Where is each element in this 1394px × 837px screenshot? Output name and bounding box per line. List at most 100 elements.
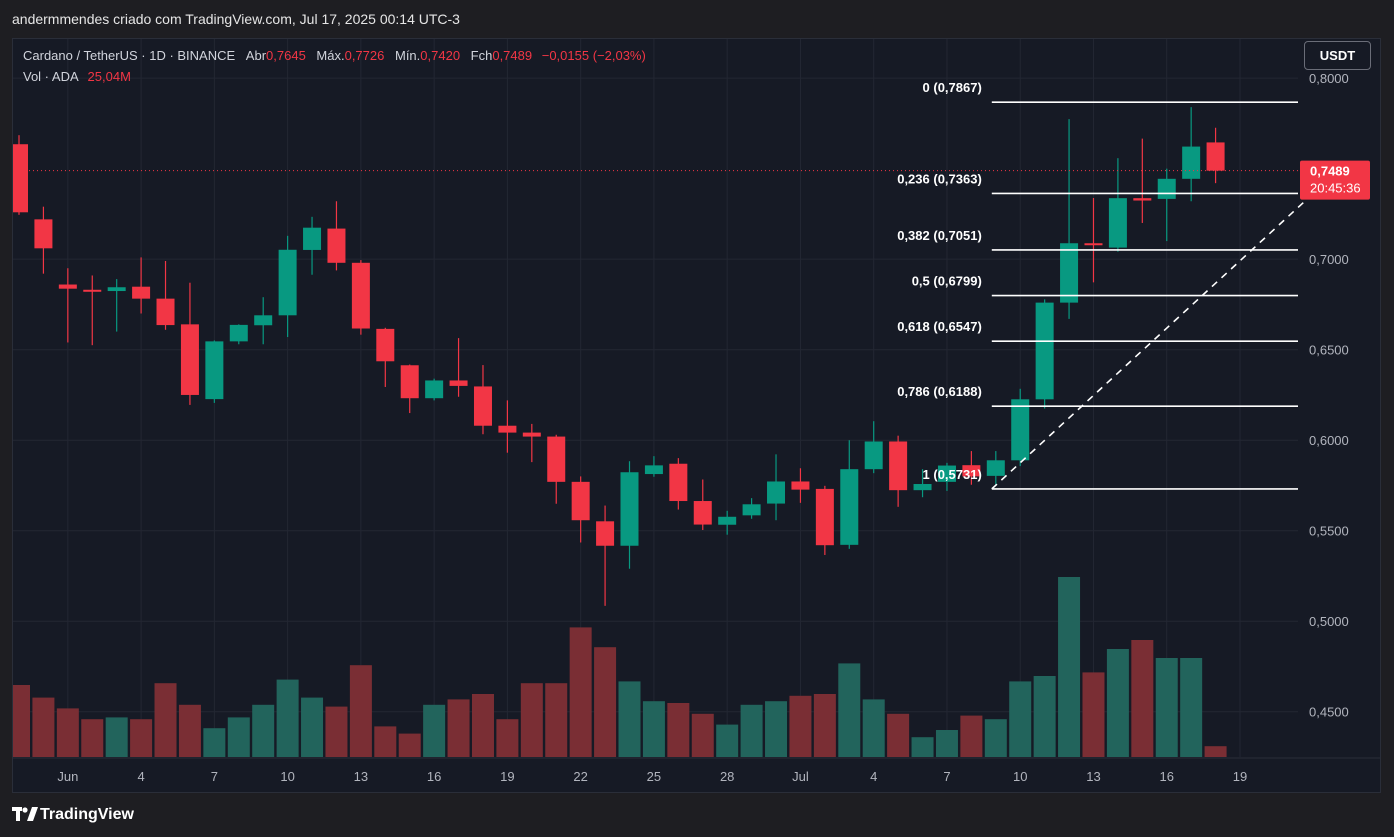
- candle-body: [34, 219, 53, 249]
- volume-bar: [1082, 672, 1105, 757]
- volume-label[interactable]: Vol · ADA: [23, 69, 78, 84]
- candle-body: [278, 249, 297, 316]
- last-price-value: 0,7489: [1310, 164, 1350, 179]
- candle-body: [986, 460, 1005, 476]
- time-axis-label: 16: [1160, 769, 1174, 784]
- candle-body: [449, 380, 468, 386]
- time-axis-label: 13: [1086, 769, 1100, 784]
- countdown-timer: 20:45:36: [1310, 181, 1361, 196]
- chart-caption: andermmendes criado com TradingView.com,…: [12, 11, 460, 27]
- time-axis-label: 19: [1233, 769, 1247, 784]
- volume-bar: [520, 683, 543, 757]
- volume-bar: [716, 724, 739, 757]
- candle-body: [644, 465, 663, 475]
- time-axis-label: 13: [354, 769, 368, 784]
- volume-bar: [545, 683, 568, 757]
- candle-body: [376, 328, 395, 362]
- volume-bar: [252, 704, 275, 757]
- volume-bar: [594, 647, 617, 757]
- candle-body: [522, 432, 541, 437]
- volume-bar: [838, 663, 861, 757]
- candle-body: [13, 144, 28, 213]
- volume-bar: [569, 627, 592, 757]
- price-axis-label: 0,8000: [1309, 71, 1349, 86]
- volume-bar: [349, 665, 372, 757]
- volume-bar: [740, 704, 763, 757]
- fib-level-label: 0,618 (0,6547): [897, 319, 982, 334]
- candle-body: [473, 386, 492, 426]
- chart-legend: Cardano / TetherUS · 1D · BINANCE Abr0,7…: [23, 46, 646, 88]
- tradingview-logo-icon[interactable]: [12, 807, 38, 821]
- time-axis-label: Jun: [57, 769, 78, 784]
- volume-bar: [1204, 746, 1227, 757]
- candle-body: [1060, 243, 1079, 303]
- volume-bar: [105, 717, 128, 757]
- volume-bar: [862, 699, 885, 757]
- volume-bar: [911, 737, 934, 757]
- volume-bar: [691, 713, 714, 757]
- high-value: 0,7726: [344, 48, 385, 63]
- close-value: 0,7489: [492, 48, 533, 63]
- volume-bar: [423, 704, 446, 757]
- volume-bar: [32, 697, 55, 757]
- candle-body: [132, 286, 151, 299]
- candle-body: [498, 425, 517, 433]
- candle-body: [107, 287, 126, 292]
- volume-bar: [765, 701, 788, 757]
- volume-bar: [13, 685, 30, 757]
- currency-button[interactable]: USDT: [1304, 41, 1371, 70]
- fib-level-label: 0,786 (0,6188): [897, 384, 982, 399]
- candle-body: [962, 465, 981, 477]
- volume-bar: [935, 730, 958, 757]
- candle-body: [1182, 146, 1201, 179]
- candle-body: [913, 484, 932, 491]
- candle-body: [742, 504, 761, 516]
- candle-body: [351, 262, 370, 329]
- top-caption-bar: andermmendes criado com TradingView.com,…: [0, 0, 1394, 38]
- volume-bar: [618, 681, 641, 757]
- time-axis-label: 25: [647, 769, 661, 784]
- candlestick-chart[interactable]: 0 (0,7867) 0,236 (0,7363) 0,382 (0,7051) 0,…: [13, 39, 1380, 792]
- fib-level-label: 0,382 (0,7051): [897, 228, 982, 243]
- candle-body: [1133, 198, 1152, 201]
- volume-bar: [56, 708, 79, 757]
- time-axis-label: 22: [573, 769, 587, 784]
- fib-level-label: 0,5 (0,6799): [912, 274, 982, 289]
- volume-bar: [1058, 577, 1081, 757]
- volume-bar: [276, 679, 299, 757]
- volume-legend-row: Vol · ADA 25,04M: [23, 67, 646, 88]
- candle-body: [1206, 142, 1225, 171]
- time-axis-label: Jul: [792, 769, 809, 784]
- time-axis-label: 7: [211, 769, 218, 784]
- candle-body: [1011, 399, 1030, 461]
- candle-body: [718, 516, 737, 525]
- volume-bar: [887, 713, 910, 757]
- chart-area[interactable]: 0 (0,7867) 0,236 (0,7363) 0,382 (0,7051) 0,…: [12, 38, 1381, 793]
- volume-bar: [813, 694, 836, 757]
- candle-body: [889, 441, 908, 491]
- candle-body: [83, 289, 102, 292]
- time-axis-label: 4: [870, 769, 877, 784]
- volume-bar: [374, 726, 397, 757]
- symbol-title[interactable]: Cardano / TetherUS · 1D · BINANCE: [23, 48, 236, 63]
- brand-name[interactable]: TradingView: [40, 806, 134, 823]
- last-price-tag: [1300, 160, 1370, 200]
- volume-bar: [984, 719, 1007, 757]
- volume-bar: [1009, 681, 1032, 757]
- volume-bar: [496, 719, 519, 757]
- fib-level-label: 0 (0,7867): [923, 80, 982, 95]
- open-value: 0,7645: [266, 48, 306, 63]
- candle-body: [303, 227, 322, 250]
- volume-bar: [81, 719, 104, 757]
- volume-bar: [1155, 658, 1178, 757]
- volume-bar: [642, 701, 665, 757]
- volume-bar: [667, 703, 690, 757]
- candle-body: [693, 501, 712, 525]
- high-label: Máx.: [316, 48, 345, 63]
- candle-body: [425, 380, 444, 399]
- candle-body: [156, 298, 175, 326]
- price-axis-label: 0,7000: [1309, 252, 1349, 267]
- time-axis-label: 16: [427, 769, 441, 784]
- candle-body: [229, 324, 248, 342]
- fib-level-label: 1 (0,5731): [923, 467, 982, 482]
